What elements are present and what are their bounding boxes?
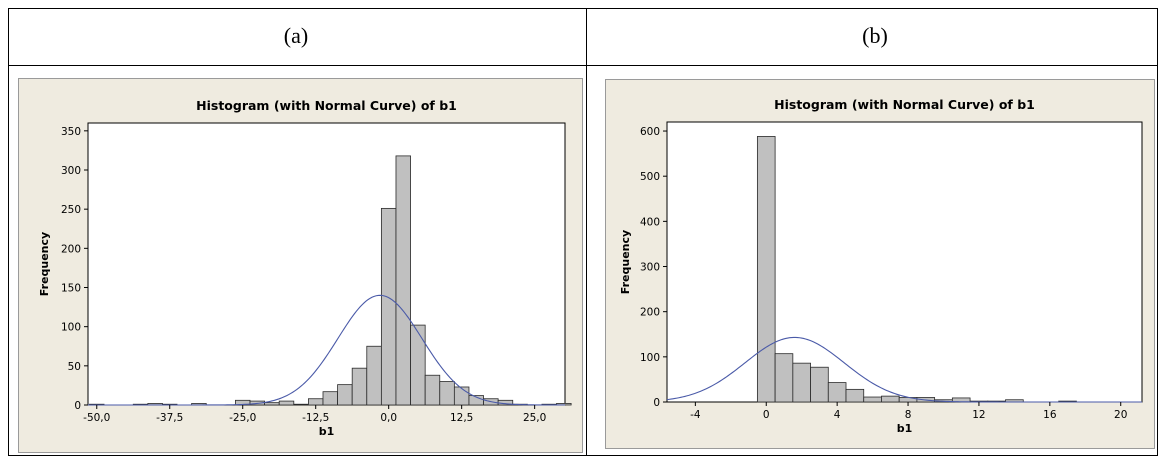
histogram-bar	[380, 207, 397, 406]
y-tick-label: 500	[640, 171, 660, 183]
x-tick-label: 12,5	[450, 412, 473, 424]
histogram-bar	[845, 388, 865, 403]
histogram-bar	[410, 324, 426, 406]
y-tick-label: 0	[74, 400, 81, 412]
histogram-bar	[337, 384, 353, 406]
histogram-bar	[439, 381, 455, 406]
y-tick-label: 150	[61, 283, 81, 295]
x-tick-label: -25,0	[229, 412, 256, 424]
histogram-bar	[308, 398, 324, 406]
histogram-bar	[792, 362, 811, 403]
histogram-bar	[366, 345, 382, 406]
x-tick-label: 25,0	[523, 412, 546, 424]
x-tick-label: 0	[763, 409, 770, 421]
x-tick-label: -4	[690, 409, 701, 421]
y-tick-label: 300	[61, 165, 81, 177]
y-axis-label: Frequency	[38, 232, 51, 296]
y-tick-label: 50	[68, 361, 81, 373]
y-tick-label: 300	[640, 262, 660, 274]
histogram-bar	[395, 155, 411, 406]
y-tick-label: 250	[61, 204, 81, 216]
x-tick-label: -12,5	[302, 412, 329, 424]
x-axis-label: b1	[319, 425, 335, 438]
histogram-b: 0 100 200 300 400 500 600 -4 0 4 8 12 16 20 Histogram …	[605, 79, 1155, 449]
histogram-bar	[774, 353, 794, 403]
histogram-bar	[863, 396, 882, 403]
histogram-bar	[881, 395, 900, 403]
normal-curve	[88, 294, 565, 406]
histogram-bar	[293, 403, 309, 406]
plot-area	[87, 122, 566, 406]
x-axis-label: b1	[897, 422, 913, 435]
histogram-bar	[827, 382, 847, 403]
y-tick-label: 200	[61, 243, 81, 255]
histogram-bar	[351, 367, 368, 406]
column-divider	[586, 9, 587, 455]
x-tick-label: 20	[1114, 409, 1127, 421]
x-tick-label: 0,0	[380, 412, 397, 424]
x-tick-label: 16	[1043, 409, 1057, 421]
histogram-bar	[278, 400, 295, 406]
histogram-a: 0 50 100 150 200 250 300 350 -50,0 -37,5 -25,0 -12,…	[18, 78, 583, 453]
histogram-bar	[453, 386, 470, 406]
y-tick-label: 200	[640, 307, 660, 319]
histogram-bar	[424, 374, 441, 406]
label-b: (b)	[862, 23, 888, 48]
chart-title: Histogram (with Normal Curve) of b1	[196, 98, 457, 113]
y-tick-label: 100	[640, 352, 660, 364]
y-axis-label: Frequency	[619, 230, 632, 294]
histogram-bar	[264, 402, 280, 406]
y-tick-label: 0	[653, 397, 660, 409]
x-tick-label: 12	[972, 409, 985, 421]
x-tick-label: -37,5	[156, 412, 183, 424]
y-tick-label: 600	[640, 126, 660, 138]
y-tick-label: 400	[640, 216, 660, 228]
x-tick-label: -50,0	[83, 412, 110, 424]
x-tick-label: 8	[905, 409, 912, 421]
y-tick-label: 350	[61, 126, 81, 138]
normal-curve	[666, 336, 1142, 403]
plot-area	[666, 121, 1143, 403]
figure-table: (a) (b)	[8, 8, 1158, 456]
label-a: (a)	[283, 23, 309, 48]
x-tick-label: 4	[834, 409, 841, 421]
histogram-bar	[810, 366, 829, 403]
histogram-bar	[322, 391, 338, 406]
y-tick-label: 100	[61, 322, 81, 334]
row-divider	[9, 65, 1157, 66]
chart-title: Histogram (with Normal Curve) of b1	[774, 97, 1035, 112]
histogram-bar	[756, 136, 776, 403]
